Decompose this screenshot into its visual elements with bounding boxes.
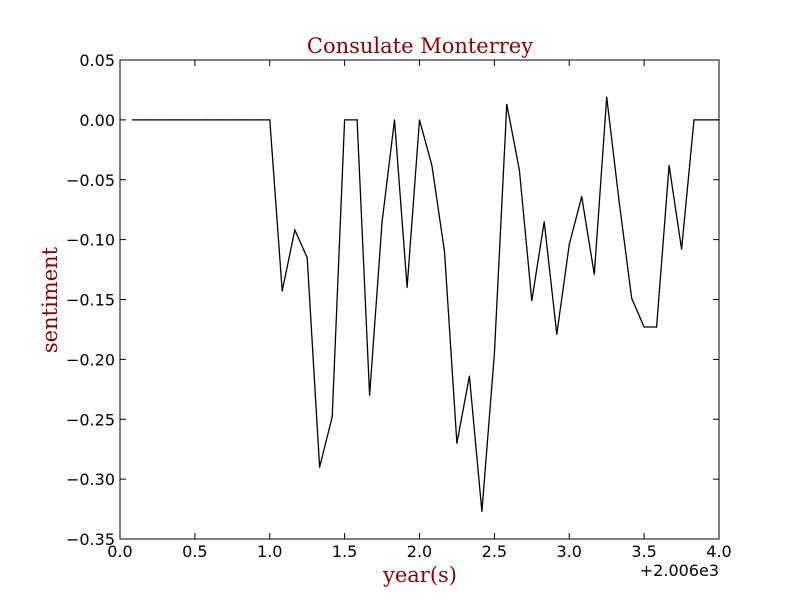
data-point	[281, 290, 283, 292]
y-tick-label: 0.00	[79, 111, 115, 130]
data-point	[655, 326, 658, 328]
data-point	[356, 119, 358, 121]
x-axis-label: year(s)	[382, 563, 457, 587]
data-point	[381, 221, 383, 223]
data-point	[556, 333, 558, 335]
data-point	[131, 119, 134, 121]
data-point	[481, 510, 483, 513]
data-point	[680, 248, 683, 250]
y-tick-label: −0.05	[66, 171, 115, 190]
data-point	[244, 119, 246, 121]
data-point	[181, 119, 184, 121]
data-point	[518, 169, 520, 171]
data-point	[369, 394, 371, 396]
data-point	[194, 119, 196, 121]
x-tick-label: 2.0	[407, 542, 432, 561]
data-point	[468, 375, 470, 377]
data-point	[269, 119, 271, 121]
x-tick-label: 1.0	[257, 542, 282, 561]
data-point	[219, 119, 221, 121]
data-point	[331, 416, 333, 418]
data-point	[169, 119, 171, 121]
x-tick-label: 3.0	[557, 542, 582, 561]
data-point	[431, 164, 433, 166]
data-point	[418, 119, 421, 121]
data-point	[456, 442, 458, 444]
data-point	[144, 119, 146, 121]
x-tick-label: 2.5	[482, 542, 507, 561]
plot-frame	[119, 59, 720, 540]
data-point	[506, 103, 508, 105]
data-point	[531, 300, 533, 302]
data-point	[668, 164, 670, 166]
x-tick-label: 3.5	[631, 542, 656, 561]
y-tick-label: −0.15	[66, 291, 115, 310]
data-point	[344, 119, 346, 121]
data-point	[543, 221, 545, 223]
y-tick-label: −0.10	[66, 231, 115, 250]
x-tick-label: 0.5	[182, 542, 207, 561]
series-line	[132, 97, 719, 512]
data-point	[643, 326, 645, 328]
chart-title: Consulate Monterrey	[307, 34, 533, 58]
x-tick-label: 4.0	[706, 542, 731, 561]
data-point	[568, 243, 570, 246]
data-point	[493, 352, 495, 354]
plot-area	[120, 60, 719, 539]
x-tick-label: 0.0	[107, 542, 132, 561]
x-axis-offset-label: +2.006e3	[640, 561, 719, 580]
data-point	[231, 119, 233, 121]
data-point	[581, 195, 583, 198]
y-tick-label: −0.30	[66, 470, 115, 489]
data-point	[406, 286, 408, 289]
y-tick-label: −0.20	[66, 350, 115, 369]
y-tick-label: −0.25	[66, 410, 115, 429]
data-point	[593, 273, 595, 275]
data-point	[443, 251, 446, 253]
axis-ticks: 0.0 0.5 1.0 1.5 2.0 2.5 3.0 3.5 4.0 0.05 0.00 −0.05…	[66, 51, 732, 561]
data-point	[393, 119, 396, 121]
data-point	[319, 466, 321, 468]
data-point	[618, 200, 620, 202]
data-point	[256, 119, 258, 121]
data-point	[606, 96, 608, 98]
data-point	[156, 119, 159, 121]
y-tick-label: −0.35	[66, 530, 115, 549]
x-tick-label: 1.5	[332, 542, 357, 561]
y-axis-label: sentiment	[38, 246, 62, 353]
data-point	[306, 256, 308, 259]
data-point	[631, 297, 633, 299]
data-point	[206, 119, 208, 121]
data-point	[693, 119, 695, 121]
y-tick-label: 0.05	[79, 51, 115, 70]
data-point	[294, 229, 296, 231]
data-point	[705, 119, 708, 121]
